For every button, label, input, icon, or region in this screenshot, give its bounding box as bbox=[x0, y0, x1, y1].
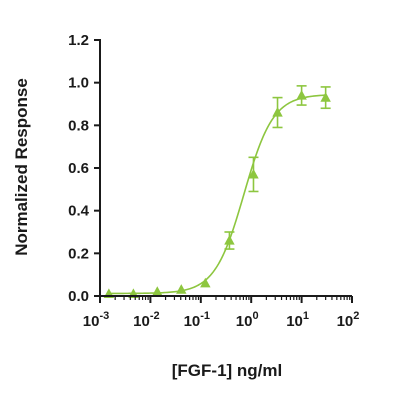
x-tick-label: 10-1 bbox=[184, 310, 210, 330]
x-tick-label: 100 bbox=[236, 310, 259, 330]
axes-layer: 0.0 0.2 0.4 0.6 0.8 1.0 1.2 10-3 10-2 10-1 100 101 1… bbox=[68, 32, 359, 330]
data-point-triangle bbox=[152, 286, 163, 296]
y-tick-label: 0.4 bbox=[68, 203, 90, 220]
fit-curve-line bbox=[108, 94, 326, 295]
data-point-triangle bbox=[200, 277, 211, 288]
y-tick-label: 0.0 bbox=[68, 288, 89, 305]
fit-curve-layer bbox=[108, 94, 326, 295]
y-axis-title: Normalized Response bbox=[12, 78, 31, 256]
x-axis-title: [FGF-1] ng/ml bbox=[172, 361, 282, 380]
data-point-triangle bbox=[248, 168, 259, 179]
data-point-triangle bbox=[296, 89, 307, 100]
x-tick-label: 101 bbox=[286, 310, 309, 330]
data-point-triangle bbox=[320, 92, 331, 102]
y-tick-label: 0.6 bbox=[68, 160, 89, 177]
x-tick-label: 10-2 bbox=[133, 310, 159, 330]
y-tick-label: 0.2 bbox=[68, 245, 89, 262]
x-tick-label: 10-3 bbox=[83, 310, 109, 330]
data-point-triangle bbox=[272, 107, 283, 117]
y-tick-label: 0.8 bbox=[68, 117, 89, 134]
y-tick-label: 1.0 bbox=[68, 75, 89, 92]
x-tick-label: 102 bbox=[337, 310, 360, 330]
y-tick-label: 1.2 bbox=[68, 32, 89, 49]
data-point-triangle bbox=[224, 235, 235, 245]
data-point-triangle bbox=[176, 284, 187, 294]
